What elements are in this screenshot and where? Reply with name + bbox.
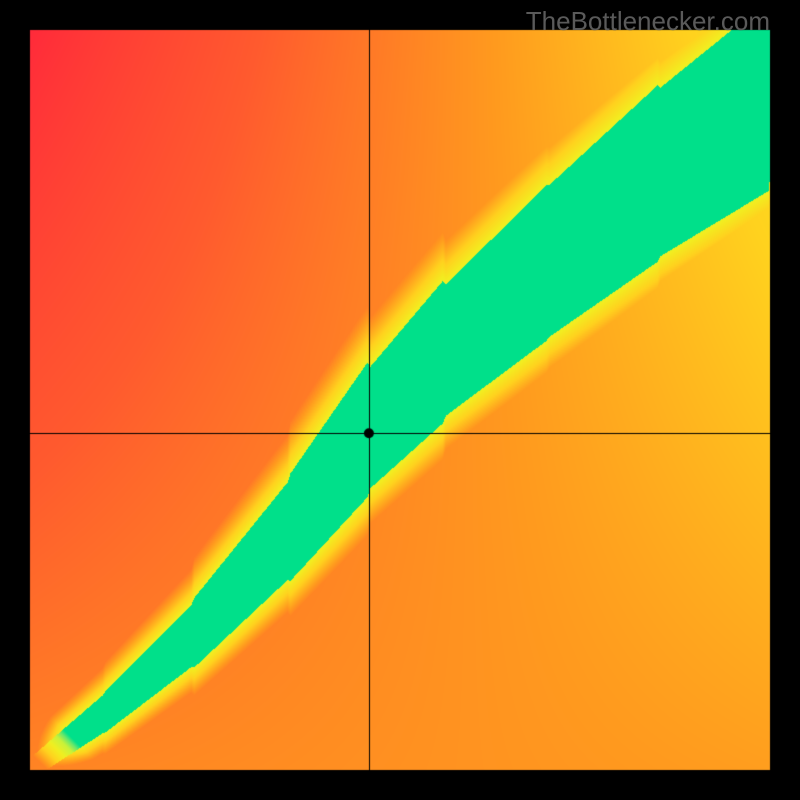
chart-stage: TheBottlenecker.com: [0, 0, 800, 800]
bottleneck-heatmap: [0, 0, 800, 800]
watermark-text: TheBottlenecker.com: [526, 6, 770, 37]
